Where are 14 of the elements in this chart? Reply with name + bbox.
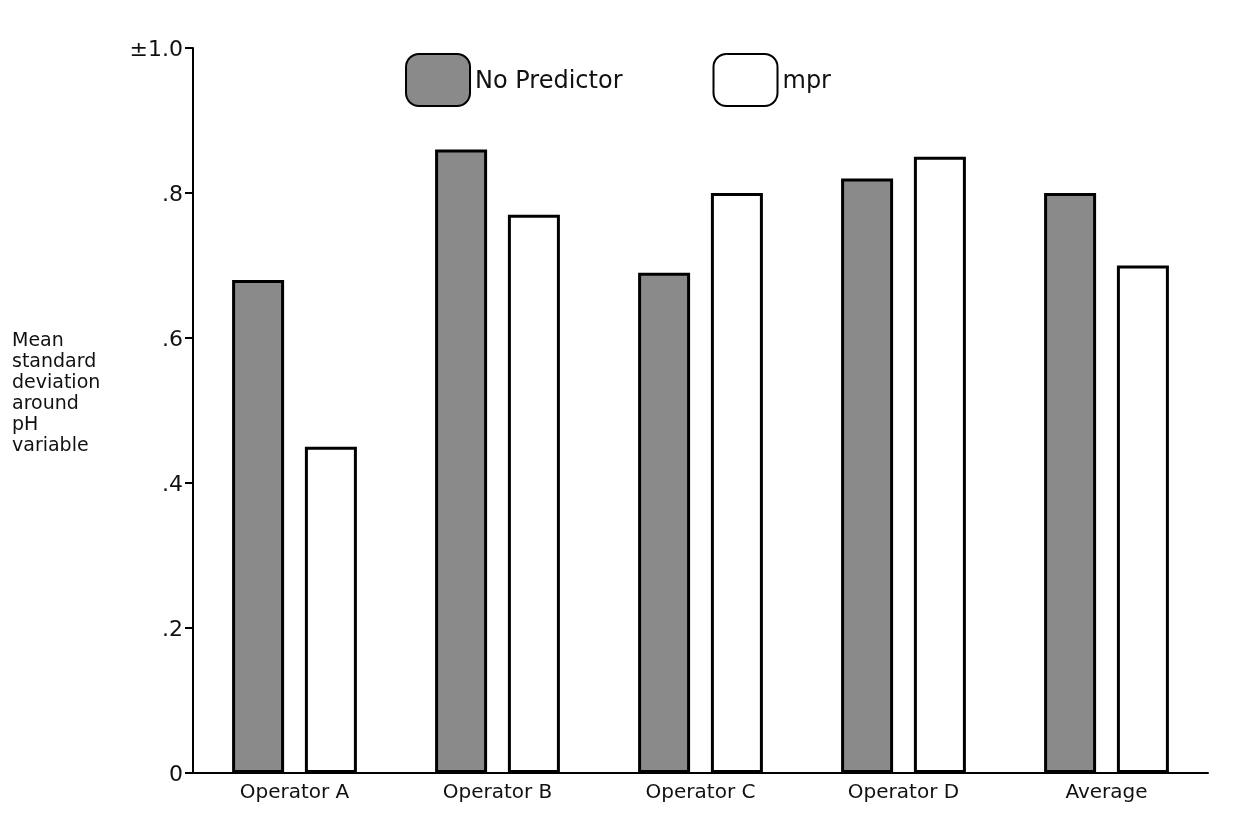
y-tick-label: .6 [162,325,183,351]
y-tick-label: .2 [162,615,183,641]
y-tick-label: .4 [162,470,183,496]
x-tick-label: Operator A [239,779,350,803]
legend-label: No Predictor [475,66,623,94]
legend-label: mpr [782,66,832,94]
y-tick-label: .8 [162,180,183,206]
y-tick-label: 0 [169,760,183,786]
x-tick-label: Operator C [645,779,756,803]
x-tick-label: Operator D [847,779,960,803]
x-tick-label: Operator B [442,779,553,803]
y-axis-title: Mean standard deviation around pH variable [12,327,101,455]
y-tick-label: ±1.0 [129,35,183,61]
x-tick-label: Average [1065,779,1148,803]
